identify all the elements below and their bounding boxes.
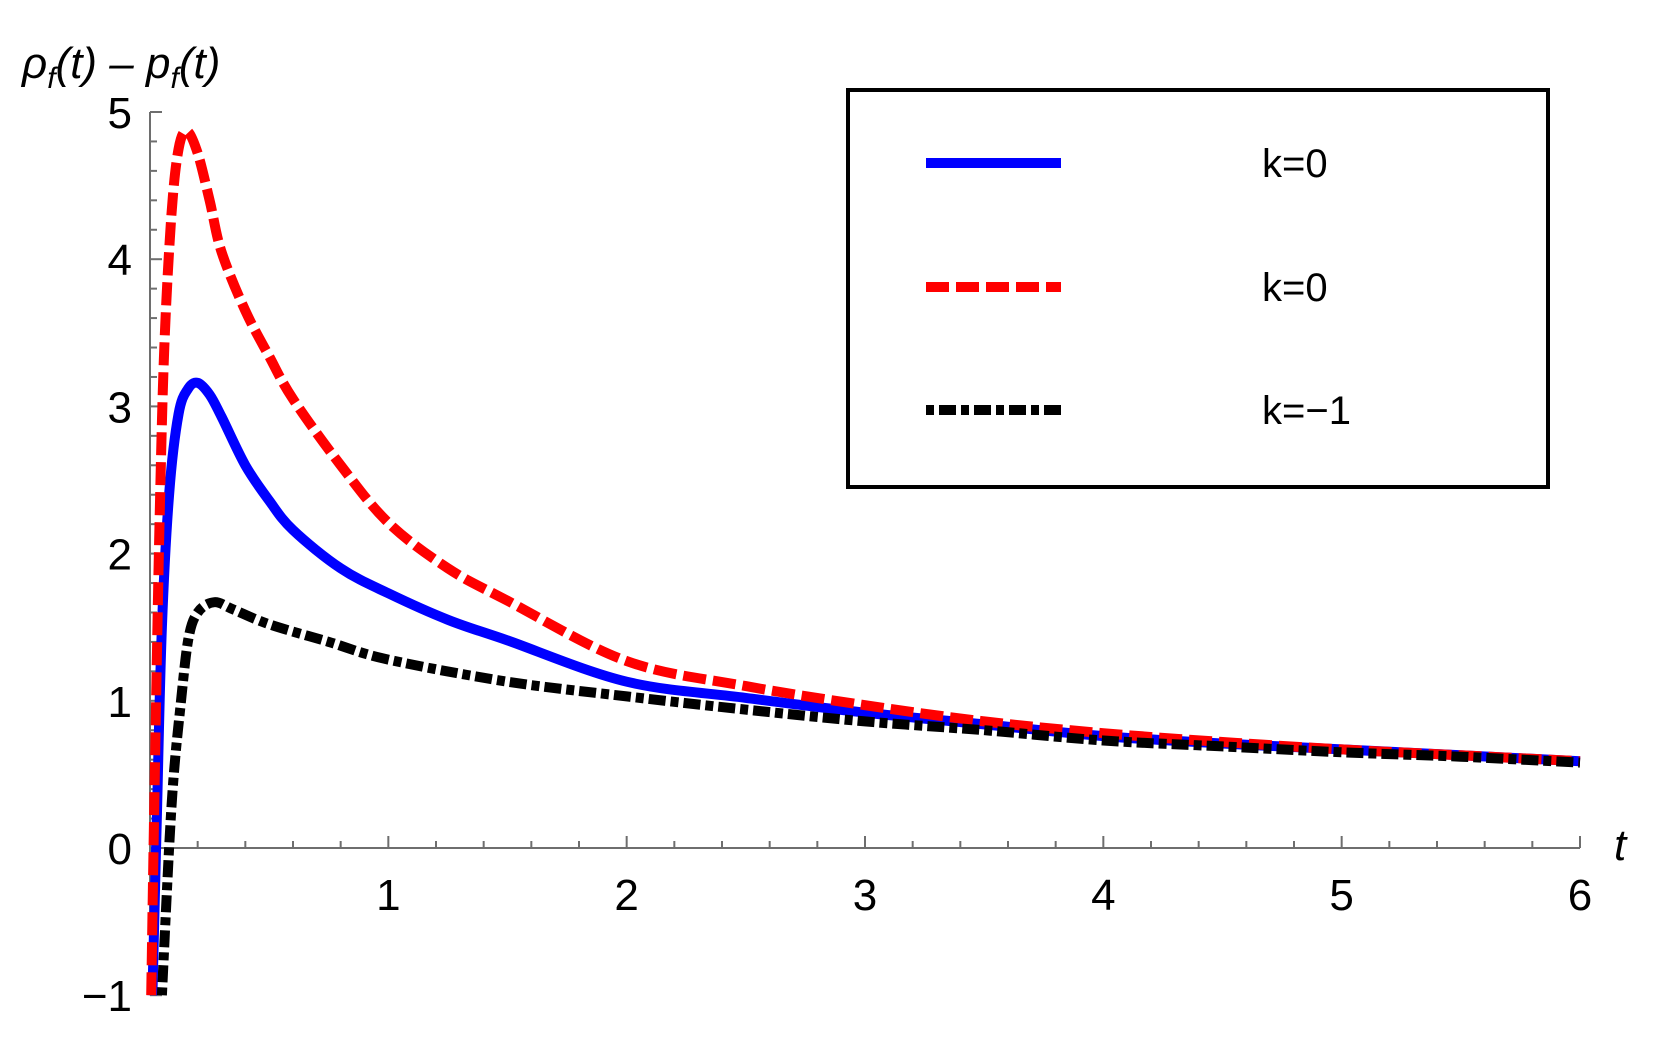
y-tick-label: 4 [108, 236, 132, 285]
plot-series [146, 126, 1581, 996]
legend-box [846, 88, 1550, 489]
y-tick-label: 3 [108, 383, 132, 432]
legend-label-1: k=0 [1262, 142, 1328, 186]
legend-label-2: k=0 [1262, 266, 1328, 310]
y-axis-title: ρf(t) – pf(t) [20, 39, 220, 95]
x-tick-label: 5 [1329, 871, 1353, 920]
x-axis-title: t [1614, 821, 1628, 870]
y-axis: −1 0 1 2 3 4 5 [82, 89, 162, 1021]
x-tick-label: 4 [1091, 871, 1115, 920]
x-tick-label: 1 [376, 871, 400, 920]
x-tick-label: 6 [1568, 871, 1592, 920]
x-tick-label: 3 [853, 871, 877, 920]
y-tick-label: 2 [108, 531, 132, 580]
y-tick-label: 5 [108, 89, 132, 138]
series-line-2 [146, 126, 1581, 996]
series-line-3 [156, 597, 1581, 996]
x-axis: 1 2 3 4 5 6 [150, 836, 1592, 920]
legend: k=0 k=0 k=−1 [846, 88, 1550, 489]
legend-label-3: k=−1 [1262, 389, 1351, 433]
x-tick-label: 2 [614, 871, 638, 920]
y-tick-label: 1 [108, 678, 132, 727]
y-tick-label: −1 [82, 972, 132, 1021]
y-tick-label: 0 [108, 825, 132, 874]
